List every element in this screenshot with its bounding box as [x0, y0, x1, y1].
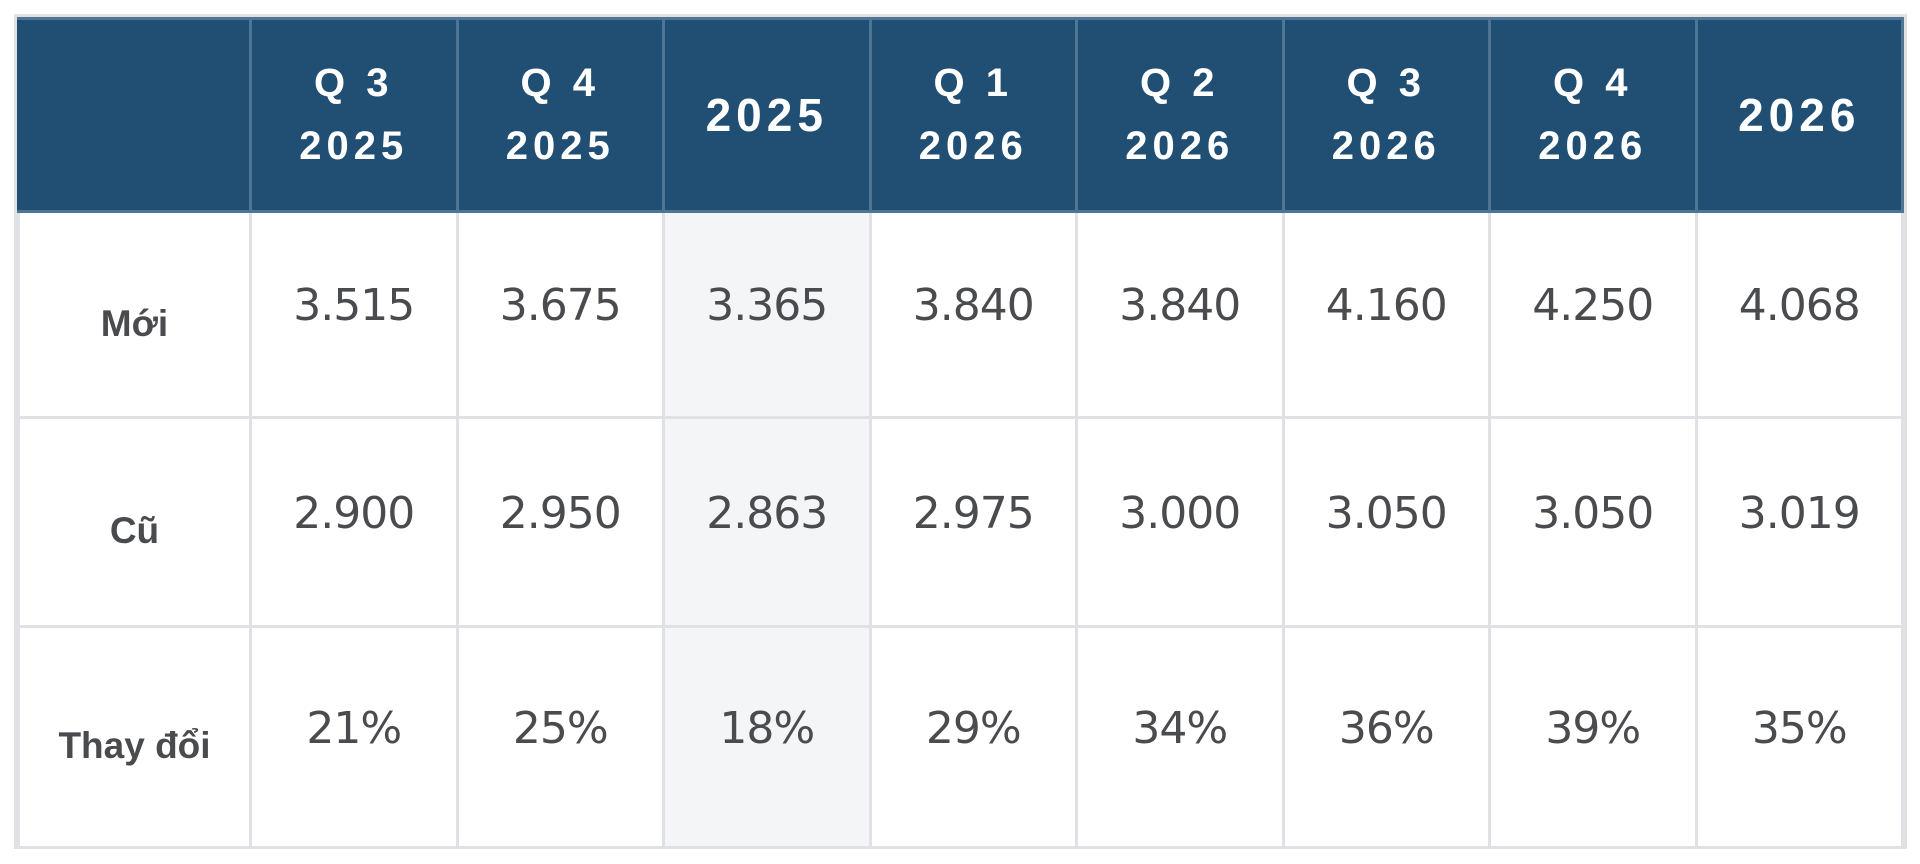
table-cell: 3.515: [249, 210, 459, 419]
header-q1-2026: Q 1 2026: [868, 17, 1078, 213]
table-cell: 3.840: [1075, 210, 1285, 419]
table-cell: 21%: [249, 625, 459, 849]
table-cell: 29%: [868, 625, 1078, 849]
header-q4-2025: Q 4 2025: [455, 17, 665, 213]
table-cell: 36%: [1281, 625, 1491, 849]
table-cell: 34%: [1075, 625, 1285, 849]
header-line-year: 2025: [505, 124, 615, 168]
table-cell: 39%: [1488, 625, 1698, 849]
table-row-cu: Cũ 2.900 2.950 2.863 2.975 3.000 3.050 3…: [17, 416, 1904, 628]
table-row-moi: Mới 3.515 3.675 3.365 3.840 3.840 4.160 …: [17, 210, 1904, 419]
table-cell: 2.900: [249, 416, 459, 628]
comparison-table: Q 3 2025 Q 4 2025 2025 Q 1 2026 Q 2 2026: [17, 17, 1904, 849]
row-label: Cũ: [17, 416, 252, 628]
table-cell: 3.050: [1488, 416, 1698, 628]
header-line-quarter: Q 3: [1346, 61, 1426, 105]
header-year-2026: 2026: [1694, 17, 1904, 213]
table-cell: 4.250: [1488, 210, 1698, 419]
table-cell: 4.068: [1694, 210, 1904, 419]
row-label: Thay đổi: [17, 625, 252, 849]
header-corner-cell: [17, 17, 252, 213]
table-cell: 2.863: [662, 416, 872, 628]
table-cell: 3.840: [868, 210, 1078, 419]
header-line-year: 2026: [1738, 88, 1861, 141]
header-row: Q 3 2025 Q 4 2025 2025 Q 1 2026 Q 2 2026: [17, 17, 1904, 213]
table-cell: 35%: [1694, 625, 1904, 849]
header-year-2025: 2025: [662, 17, 872, 213]
row-label: Mới: [17, 210, 252, 419]
data-table-frame: Q 3 2025 Q 4 2025 2025 Q 1 2026 Q 2 2026: [14, 14, 1907, 849]
header-line-quarter: Q 2: [1140, 61, 1220, 105]
header-line-year: 2026: [1331, 124, 1441, 168]
table-cell: 4.160: [1281, 210, 1491, 419]
table-row-thay-doi: Thay đổi 21% 25% 18% 29% 34% 36% 39% 35%: [17, 625, 1904, 849]
header-line-quarter: Q 3: [314, 61, 394, 105]
table-body: Mới 3.515 3.675 3.365 3.840 3.840 4.160 …: [17, 210, 1904, 849]
table-cell: 18%: [662, 625, 872, 849]
header-q2-2026: Q 2 2026: [1075, 17, 1285, 213]
header-q3-2026: Q 3 2026: [1281, 17, 1491, 213]
header-q3-2025: Q 3 2025: [249, 17, 459, 213]
table-cell: 3.050: [1281, 416, 1491, 628]
header-line-year: 2026: [1125, 124, 1235, 168]
table-header: Q 3 2025 Q 4 2025 2025 Q 1 2026 Q 2 2026: [17, 17, 1904, 213]
table-cell: 3.365: [662, 210, 872, 419]
header-line-year: 2025: [705, 88, 828, 141]
table-cell: 3.019: [1694, 416, 1904, 628]
header-line-quarter: Q 4: [1553, 61, 1633, 105]
table-cell: 25%: [455, 625, 665, 849]
table-cell: 3.675: [455, 210, 665, 419]
header-line-year: 2026: [918, 124, 1028, 168]
table-cell: 3.000: [1075, 416, 1285, 628]
header-line-year: 2025: [299, 124, 409, 168]
header-line-quarter: Q 1: [933, 61, 1013, 105]
header-q4-2026: Q 4 2026: [1488, 17, 1698, 213]
header-line-quarter: Q 4: [520, 61, 600, 105]
header-line-year: 2026: [1538, 124, 1648, 168]
table-cell: 2.950: [455, 416, 665, 628]
table-cell: 2.975: [868, 416, 1078, 628]
